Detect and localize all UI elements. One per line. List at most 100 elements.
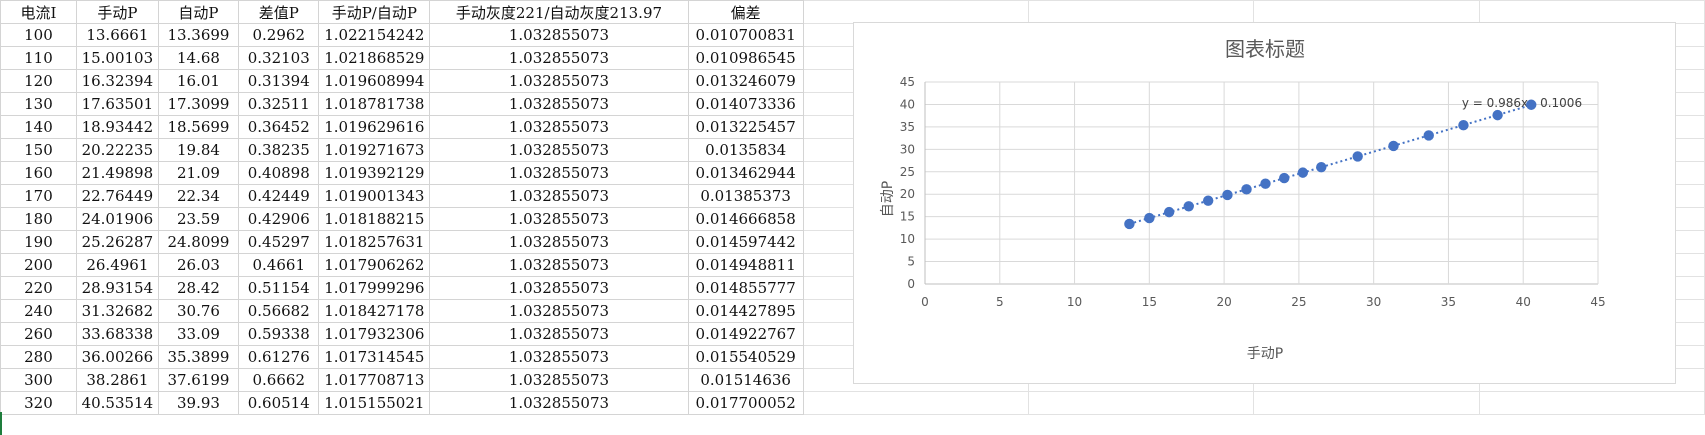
empty-cell[interactable] xyxy=(802,0,1029,24)
table-cell[interactable]: 0.31394 xyxy=(238,69,320,93)
table-cell[interactable]: 1.032855073 xyxy=(429,23,689,47)
scatter-chart[interactable]: 图表标题 0 5 10 15 20 25 30 35 40 45 0 5 10 15 20 25 30 35 40… xyxy=(853,22,1676,384)
data-point[interactable] xyxy=(1183,201,1194,212)
table-cell[interactable]: 15.00103 xyxy=(75,46,159,70)
table-cell[interactable]: 0.013246079 xyxy=(687,69,804,93)
table-cell[interactable]: 140 xyxy=(0,115,77,139)
table-cell[interactable]: 0.6662 xyxy=(238,368,320,392)
table-cell[interactable]: 0.014948811 xyxy=(687,253,804,277)
column-header[interactable]: 偏差 xyxy=(687,0,804,24)
data-point[interactable] xyxy=(1202,195,1214,206)
data-point[interactable] xyxy=(1260,178,1271,189)
data-point[interactable] xyxy=(1144,212,1155,224)
table-cell[interactable]: 0.015540529 xyxy=(687,345,804,369)
table-cell[interactable]: 28.42 xyxy=(157,276,240,300)
table-cell[interactable]: 0.61276 xyxy=(238,345,320,369)
table-cell[interactable]: 1.017906262 xyxy=(318,253,431,277)
empty-cell[interactable] xyxy=(1253,0,1480,24)
table-cell[interactable]: 1.019392129 xyxy=(318,161,431,185)
empty-cell[interactable] xyxy=(1478,391,1705,415)
table-cell[interactable]: 1.017999296 xyxy=(318,276,431,300)
table-cell[interactable]: 40.53514 xyxy=(75,391,159,415)
table-cell[interactable]: 1.032855073 xyxy=(429,368,689,392)
table-cell[interactable]: 1.017708713 xyxy=(318,368,431,392)
y-axis-title[interactable]: 自动P xyxy=(880,181,896,217)
table-cell[interactable]: 22.76449 xyxy=(75,184,159,208)
table-cell[interactable]: 0.36452 xyxy=(238,115,320,139)
table-cell[interactable]: 1.032855073 xyxy=(429,322,689,346)
table-cell[interactable]: 13.3699 xyxy=(157,23,240,47)
table-cell[interactable]: 39.93 xyxy=(157,391,240,415)
table-cell[interactable]: 240 xyxy=(0,299,77,323)
table-cell[interactable]: 100 xyxy=(0,23,77,47)
table-cell[interactable]: 0.4661 xyxy=(238,253,320,277)
table-cell[interactable]: 0.014855777 xyxy=(687,276,804,300)
data-series[interactable] xyxy=(1124,99,1537,230)
table-cell[interactable]: 1.018188215 xyxy=(318,207,431,231)
trendline-equation[interactable]: y = 0.986x - 0.1006 xyxy=(1462,96,1582,110)
table-cell[interactable]: 16.01 xyxy=(157,69,240,93)
table-cell[interactable]: 17.63501 xyxy=(75,92,159,116)
table-cell[interactable]: 1.015155021 xyxy=(318,391,431,415)
table-cell[interactable]: 0.0135834 xyxy=(687,138,804,162)
data-point[interactable] xyxy=(1297,167,1309,178)
table-cell[interactable]: 1.032855073 xyxy=(429,69,689,93)
empty-cell[interactable] xyxy=(1027,0,1255,24)
table-cell[interactable]: 1.032855073 xyxy=(429,92,689,116)
table-cell[interactable]: 21.09 xyxy=(157,161,240,185)
table-cell[interactable]: 17.3099 xyxy=(157,92,240,116)
table-cell[interactable]: 1.032855073 xyxy=(429,46,689,70)
table-cell[interactable]: 1.032855073 xyxy=(429,391,689,415)
table-cell[interactable]: 0.013462944 xyxy=(687,161,804,185)
table-cell[interactable]: 0.014922767 xyxy=(687,322,804,346)
data-point[interactable] xyxy=(1388,140,1399,152)
table-cell[interactable]: 1.019001343 xyxy=(318,184,431,208)
data-point[interactable] xyxy=(1241,184,1252,195)
table-cell[interactable]: 0.42449 xyxy=(238,184,320,208)
table-cell[interactable]: 0.01514636 xyxy=(687,368,804,392)
table-cell[interactable]: 0.2962 xyxy=(238,23,320,47)
column-header[interactable]: 差值P xyxy=(238,0,320,24)
data-point[interactable] xyxy=(1163,206,1175,218)
table-cell[interactable]: 1.032855073 xyxy=(429,345,689,369)
table-cell[interactable]: 30.76 xyxy=(157,299,240,323)
data-point[interactable] xyxy=(1352,151,1363,162)
table-cell[interactable]: 33.09 xyxy=(157,322,240,346)
header-row[interactable]: 电流I 手动P 自动P 差值P 手动P/自动P 手动灰度221/自动灰度213.97 偏差 xyxy=(0,0,1705,24)
table-cell[interactable]: 1.032855073 xyxy=(429,184,689,208)
table-cell[interactable]: 200 xyxy=(0,253,77,277)
table-cell[interactable]: 31.32682 xyxy=(75,299,159,323)
table-cell[interactable]: 220 xyxy=(0,276,77,300)
table-cell[interactable]: 18.5699 xyxy=(157,115,240,139)
data-point[interactable] xyxy=(1124,218,1135,230)
table-cell[interactable]: 26.03 xyxy=(157,253,240,277)
table-cell[interactable]: 0.017700052 xyxy=(687,391,804,415)
table-cell[interactable]: 1.018257631 xyxy=(318,230,431,254)
table-cell[interactable]: 0.010700831 xyxy=(687,23,804,47)
table-cell[interactable]: 0.32511 xyxy=(238,92,320,116)
empty-cell[interactable] xyxy=(802,391,1029,415)
table-cell[interactable]: 190 xyxy=(0,230,77,254)
table-cell[interactable]: 0.59338 xyxy=(238,322,320,346)
empty-cell[interactable] xyxy=(1027,391,1255,415)
table-cell[interactable]: 28.93154 xyxy=(75,276,159,300)
table-cell[interactable]: 0.014073336 xyxy=(687,92,804,116)
table-cell[interactable]: 150 xyxy=(0,138,77,162)
table-cell[interactable]: 0.42906 xyxy=(238,207,320,231)
column-header[interactable]: 手动P/自动P xyxy=(318,0,431,24)
table-cell[interactable]: 1.019629616 xyxy=(318,115,431,139)
chart-title[interactable]: 图表标题 xyxy=(1225,37,1305,61)
table-cell[interactable]: 16.32394 xyxy=(75,69,159,93)
table-cell[interactable]: 1.032855073 xyxy=(429,276,689,300)
table-cell[interactable]: 1.021868529 xyxy=(318,46,431,70)
empty-cell[interactable] xyxy=(1253,391,1480,415)
table-cell[interactable]: 0.013225457 xyxy=(687,115,804,139)
table-cell[interactable]: 25.26287 xyxy=(75,230,159,254)
table-cell[interactable]: 1.019608994 xyxy=(318,69,431,93)
data-point[interactable] xyxy=(1423,130,1434,141)
column-header[interactable]: 手动P xyxy=(75,0,159,24)
table-cell[interactable]: 1.032855073 xyxy=(429,253,689,277)
table-cell[interactable]: 0.014666858 xyxy=(687,207,804,231)
data-point[interactable] xyxy=(1526,99,1537,110)
table-cell[interactable]: 170 xyxy=(0,184,77,208)
